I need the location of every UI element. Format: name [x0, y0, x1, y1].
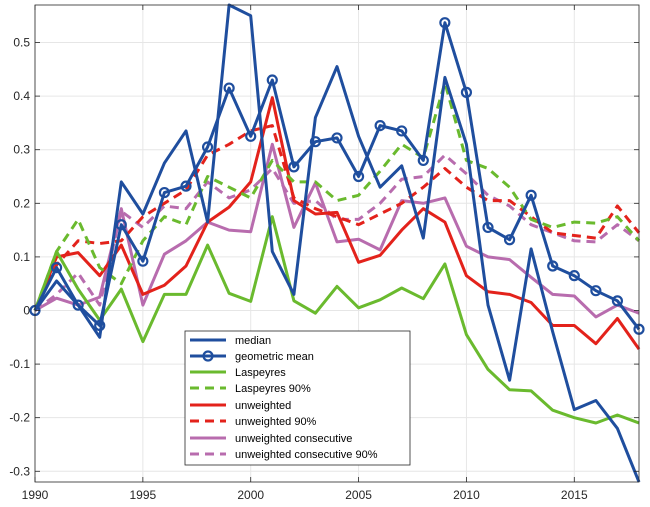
- data-point: [568, 270, 580, 282]
- series-line: [33, 81, 641, 312]
- legend-entry-median: median: [190, 335, 271, 347]
- legend-label: unweighted consecutive 90%: [235, 449, 378, 461]
- series-line: [33, 215, 640, 425]
- series-unweighted: [33, 96, 641, 350]
- y-tick-label: -0.3: [9, 464, 30, 478]
- data-point: [590, 285, 602, 297]
- data-point: [245, 130, 257, 142]
- y-tick-label: 0.3: [13, 143, 30, 157]
- data-point: [460, 86, 473, 98]
- legend-label: Laspeyres 90%: [235, 383, 311, 395]
- legend-label: unweighted: [235, 400, 291, 412]
- legend-entry-unweighted-consecutive: unweighted consecutive: [190, 433, 352, 445]
- y-tick-label: -0.1: [9, 357, 30, 371]
- data-point: [137, 255, 149, 267]
- x-tick-label: 2010: [453, 488, 480, 502]
- series-line: [33, 96, 641, 350]
- series-line: [34, 153, 640, 312]
- data-point: [266, 74, 278, 86]
- data-point: [396, 125, 408, 137]
- series-group: [29, 3, 645, 483]
- y-tick-label: 0: [23, 303, 30, 317]
- data-point: [331, 132, 343, 144]
- data-point: [374, 119, 386, 132]
- data-point: [417, 154, 429, 167]
- data-point: [352, 170, 365, 183]
- y-tick-label: 0.1: [13, 250, 30, 264]
- data-point: [288, 161, 300, 173]
- legend-entry-laspeyres: Laspeyres: [190, 367, 286, 379]
- x-tick-label: 2015: [561, 488, 588, 502]
- series-unweighted-consecutive: [34, 142, 640, 319]
- x-tick-label: 2005: [345, 488, 372, 502]
- series-unweighted-consecutive-90-: [34, 153, 640, 312]
- y-tick-label: -0.2: [9, 411, 30, 425]
- series-laspeyres-90-: [33, 81, 641, 312]
- legend: median geometric mean Laspeyres Laspeyre…: [184, 330, 411, 466]
- data-point: [482, 221, 494, 234]
- series-line: [34, 142, 640, 319]
- legend-label: Laspeyres: [235, 367, 286, 379]
- data-point: [50, 262, 63, 274]
- series-line: [33, 124, 641, 312]
- legend-marker-circle-icon: [202, 350, 214, 362]
- data-point: [309, 136, 322, 148]
- series-geometric-mean: [29, 17, 645, 335]
- legend-entry-unweighted-90: unweighted 90%: [190, 416, 317, 428]
- data-point: [525, 189, 537, 201]
- x-tick-label: 2000: [237, 488, 264, 502]
- y-tick-label: 0.2: [13, 196, 30, 210]
- data-point: [158, 186, 171, 199]
- data-point: [180, 180, 192, 192]
- legend-label: unweighted 90%: [235, 416, 317, 428]
- data-point: [611, 295, 624, 307]
- data-point: [439, 17, 451, 29]
- plot-area-frame: [34, 4, 640, 483]
- legend-entry-geometric-mean: geometric mean: [190, 350, 314, 363]
- series-unweighted-90-: [33, 124, 641, 312]
- y-tick-label: 0.4: [13, 89, 30, 103]
- legend-label: unweighted consecutive: [235, 433, 352, 445]
- legend-entry-unweighted-consecutive-90: unweighted consecutive 90%: [190, 449, 378, 461]
- y-tick-label: 0.5: [13, 36, 30, 50]
- data-point: [503, 234, 516, 246]
- series-median: [33, 3, 641, 483]
- series-line: [33, 3, 641, 483]
- series-laspeyres: [33, 215, 640, 425]
- data-point: [201, 141, 214, 153]
- data-point: [547, 260, 559, 272]
- data-point: [72, 299, 84, 311]
- legend-label: median: [235, 335, 271, 347]
- x-tick-label: 1995: [130, 488, 157, 502]
- x-tick-label: 1990: [22, 488, 49, 502]
- legend-box: [184, 330, 411, 466]
- axis-ticks: -0.3 -0.2 -0.1 0 0.1 0.2 0.3 0.4 0.5 1990 1995 2000…: [9, 5, 639, 502]
- legend-entry-laspeyres-90: Laspeyres 90%: [190, 383, 311, 395]
- legend-entry-unweighted: unweighted: [190, 400, 291, 412]
- legend-label: geometric mean: [235, 351, 314, 363]
- series-line: [33, 21, 641, 331]
- data-point: [223, 82, 235, 94]
